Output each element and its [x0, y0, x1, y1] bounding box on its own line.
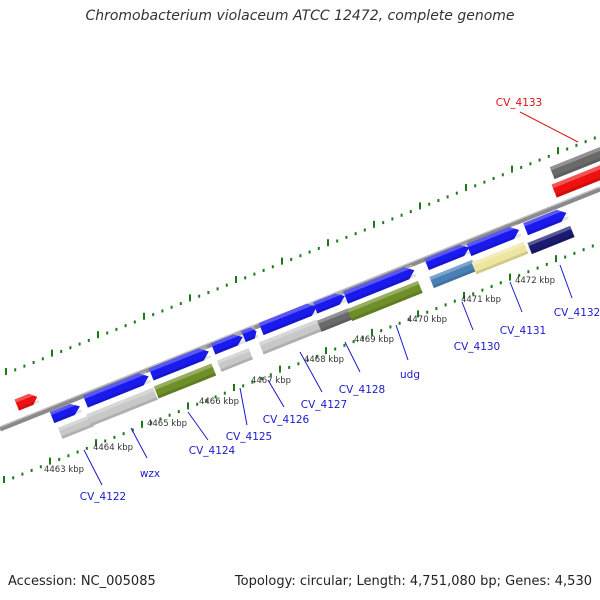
gene-label-cv-4124[interactable]: CV_4124 — [189, 445, 236, 457]
gene-box-CV_4122[interactable] — [57, 415, 95, 439]
scale-label: 4470 kbp — [407, 315, 447, 325]
leader-line — [461, 301, 474, 331]
gene-arrow-CV_4128[interactable] — [312, 290, 348, 314]
gene-box-CV_4131[interactable] — [471, 241, 529, 275]
gene-arrow-CV_4125[interactable] — [210, 331, 246, 355]
gene-label-cv-4122[interactable]: CV_4122 — [80, 491, 127, 503]
gene-callouts: CV_4122 wzx CV_4124 CV_4125 CV_4126 CV_4127 CV… — [80, 97, 600, 503]
leader-line — [130, 427, 148, 459]
scale-labels: 4463 kbp 4464 kbp 4465 kbp 4466 kbp 4467 kbp… — [44, 276, 555, 475]
leader-line — [509, 281, 523, 313]
gene-box-CV_4125[interactable] — [216, 348, 254, 372]
gene-arrow-CV_4131[interactable] — [466, 223, 522, 257]
gene-arrow-CV_4122[interactable] — [49, 400, 83, 424]
leader-line — [519, 111, 579, 143]
leader-line — [187, 411, 209, 441]
gene-arrow-CV_4133-copy[interactable] — [14, 391, 40, 411]
gene-arrow-CV_4130[interactable] — [424, 241, 472, 271]
gene-arrow-CV_4132[interactable] — [523, 206, 569, 236]
gene-box-CV_4133[interactable] — [551, 162, 600, 198]
gene-arrow-wzx[interactable] — [83, 370, 151, 408]
scale-label: 4465 kbp — [147, 419, 187, 429]
gene-arrow-udg[interactable] — [343, 264, 417, 304]
gene-label-cv-4128[interactable]: CV_4128 — [339, 384, 386, 396]
leader-line — [559, 264, 573, 299]
gene-label-cv-4130[interactable]: CV_4130 — [454, 341, 501, 353]
gene-label-cv-4125[interactable]: CV_4125 — [226, 431, 273, 443]
gene-arrow-CV_4127[interactable] — [258, 300, 320, 336]
gene-box-CV_4133-upper[interactable] — [549, 144, 600, 180]
gene-box-CV_4132[interactable] — [527, 225, 575, 255]
leader-line — [395, 324, 409, 361]
gene-box-CV_4128[interactable] — [316, 308, 354, 332]
genome-summary: Topology: circular; Length: 4,751,080 bp… — [234, 574, 592, 589]
gene-arrow-CV_4124[interactable] — [148, 345, 212, 381]
gene-box-wzx[interactable] — [86, 387, 158, 427]
gene-box-udg[interactable] — [347, 280, 423, 322]
gene-arrow-CV_4126[interactable] — [241, 325, 259, 343]
gene-label-cv-4127[interactable]: CV_4127 — [301, 399, 348, 411]
scale-label: 4464 kbp — [93, 443, 133, 453]
leader-line — [344, 341, 361, 373]
page-title: Chromobacterium violaceum ATCC 12472, co… — [85, 8, 515, 24]
gene-label-wzx[interactable]: wzx — [140, 468, 160, 480]
gene-label-cv-4132[interactable]: CV_4132 — [554, 307, 600, 319]
leader-line — [239, 387, 248, 426]
leader-line — [267, 379, 285, 408]
scale-label: 4471 kbp — [461, 295, 501, 305]
gene-box-CV_4127[interactable] — [258, 319, 322, 355]
leader-line — [83, 449, 103, 486]
gene-box-CV_4130[interactable] — [429, 259, 477, 289]
leader-line — [299, 351, 323, 393]
gene-features — [14, 144, 600, 439]
inner-scale-ticks — [3, 244, 594, 483]
gene-label-cv-4126[interactable]: CV_4126 — [263, 414, 310, 426]
scale-label: 4468 kbp — [304, 355, 344, 365]
accession-label: Accession: NC_005085 — [8, 574, 156, 589]
gene-label-udg[interactable]: udg — [400, 369, 420, 381]
outer-scale-ticks — [5, 136, 596, 375]
scale-label: 4466 kbp — [199, 397, 239, 407]
scale-label: 4467 kbp — [251, 376, 291, 386]
gene-box-CV_4124[interactable] — [153, 363, 217, 399]
scale-label: 4472 kbp — [515, 276, 555, 286]
gene-label-cv-4131[interactable]: CV_4131 — [500, 325, 547, 337]
scale-label: 4463 kbp — [44, 465, 84, 475]
gene-label-cv-4133[interactable]: CV_4133 — [496, 97, 543, 109]
scale-label: 4469 kbp — [354, 335, 394, 345]
